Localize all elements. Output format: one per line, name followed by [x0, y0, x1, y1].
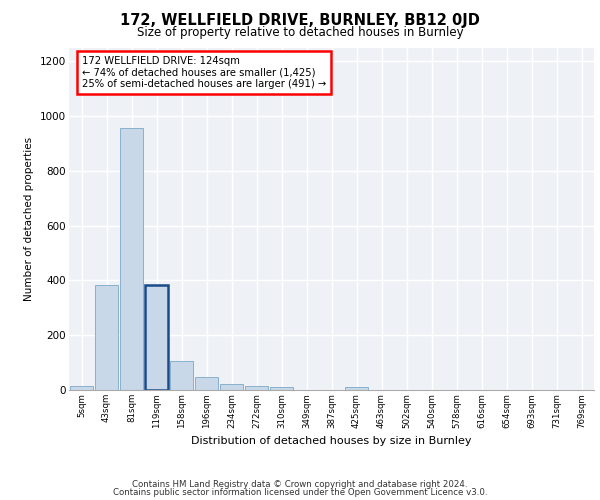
Bar — [70, 386, 93, 390]
Text: 172, WELLFIELD DRIVE, BURNLEY, BB12 0JD: 172, WELLFIELD DRIVE, BURNLEY, BB12 0JD — [120, 12, 480, 28]
Bar — [145, 284, 168, 390]
Bar — [270, 386, 293, 390]
Text: Contains HM Land Registry data © Crown copyright and database right 2024.: Contains HM Land Registry data © Crown c… — [132, 480, 468, 489]
Text: Size of property relative to detached houses in Burnley: Size of property relative to detached ho… — [137, 26, 463, 39]
Bar — [195, 377, 218, 390]
Bar — [120, 128, 143, 390]
Y-axis label: Number of detached properties: Number of detached properties — [25, 136, 34, 301]
Bar — [345, 386, 368, 390]
Bar — [170, 361, 193, 390]
Bar — [220, 384, 243, 390]
Text: Contains public sector information licensed under the Open Government Licence v3: Contains public sector information licen… — [113, 488, 487, 497]
Bar — [95, 284, 118, 390]
X-axis label: Distribution of detached houses by size in Burnley: Distribution of detached houses by size … — [191, 436, 472, 446]
Bar — [245, 386, 268, 390]
Text: 172 WELLFIELD DRIVE: 124sqm
← 74% of detached houses are smaller (1,425)
25% of : 172 WELLFIELD DRIVE: 124sqm ← 74% of det… — [82, 56, 326, 90]
